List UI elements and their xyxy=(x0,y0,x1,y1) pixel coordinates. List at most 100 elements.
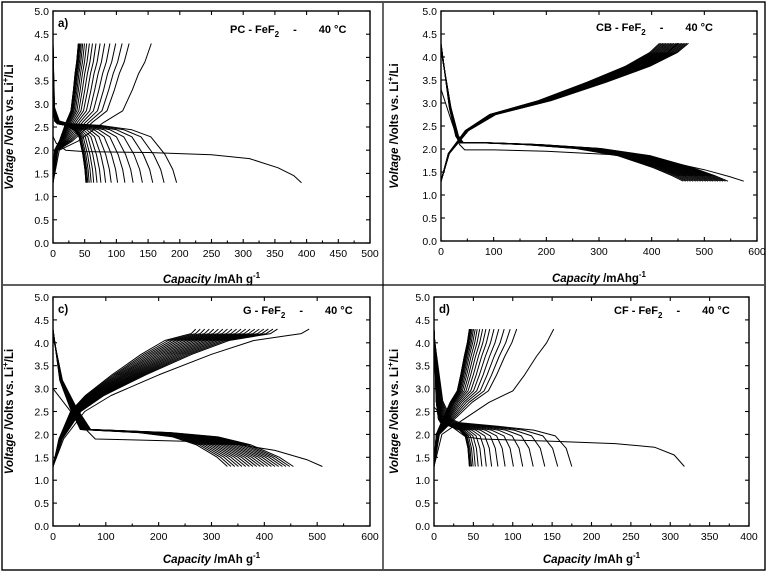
x-tick-label: 100 xyxy=(108,248,126,260)
panels: 0 50 100 150 200 250 300 350 400 450 5000.00.51.01… xyxy=(1,6,766,566)
chart-panel-4: 0 50 100 150 200 250 300 350 400 0.0 0.5 1.0 1.5 2.0 2… xyxy=(386,292,758,566)
x-tick-label: 250 xyxy=(203,248,221,260)
x-axis-title-italic: Capacity xyxy=(543,554,592,566)
panel-title-separator: - xyxy=(660,22,664,34)
y-axis-title: Voltage /Volts vs. Li+/Li xyxy=(386,63,401,188)
panel-label: d) xyxy=(439,304,450,316)
y-tick-label: 2.5 xyxy=(415,407,430,419)
y-axis-title-unit: /Volts vs. Li xyxy=(4,82,16,148)
y-tick-label: 1.0 xyxy=(422,190,437,202)
curve-charge xyxy=(434,328,511,467)
y-tick-label: 4.5 xyxy=(34,315,49,327)
panel-label: c) xyxy=(58,304,68,316)
panel-title-temperature: 40 °C xyxy=(319,24,347,36)
y-tick-label: 0.5 xyxy=(34,215,49,227)
panel-title-material: PC - FeF xyxy=(230,24,275,36)
y-tick-label: 3.0 xyxy=(34,99,49,111)
panel-title-material: G - FeF xyxy=(243,305,281,317)
y-tick-label: 5.0 xyxy=(34,6,49,18)
curve-charge xyxy=(434,328,500,467)
curves-group xyxy=(53,43,302,184)
y-axis-title-unit: /Volts vs. Li xyxy=(389,367,401,433)
y-axis-title: Voltage /Volts vs. Li+/Li xyxy=(386,349,401,474)
curve-charge xyxy=(53,328,197,467)
y-tick-label: 3.5 xyxy=(422,75,437,87)
y-axis-title-superscript: + xyxy=(386,76,395,81)
x-tick-label: 150 xyxy=(139,248,157,260)
chart-panel-2: 0 100 200 300 400 500 600 0.0 0.5 1.0 1.5 2.0 2.5 3.0… xyxy=(386,6,766,285)
panel-title-separator: - xyxy=(299,305,303,317)
x-axis-title-italic: Capacity xyxy=(163,554,212,566)
x-axis-title-unit: /mAh g xyxy=(211,554,253,566)
panel-title: CF - FeF2 - 40 °C xyxy=(614,305,730,320)
panel-title: CB - FeF2 - 40 °C xyxy=(596,22,713,37)
y-axis-title-italic: Voltage xyxy=(4,148,16,190)
y-tick-label: 0.5 xyxy=(34,498,49,510)
curve-charge xyxy=(434,329,470,467)
x-tick-label: 250 xyxy=(622,531,640,543)
y-tick-label: 3.0 xyxy=(415,384,430,396)
y-tick-label: 5.0 xyxy=(34,292,49,304)
x-axis-title-italic: Capacity xyxy=(163,274,212,286)
x-tick-label: 0 xyxy=(50,531,56,543)
y-tick-label: 1.0 xyxy=(415,475,430,487)
curve-charge xyxy=(441,42,660,182)
x-axis-title-italic: Capacity xyxy=(552,273,601,285)
y-tick-label: 2.5 xyxy=(34,122,49,134)
x-tick-label: 500 xyxy=(308,531,326,543)
panel-title-temperature: 40 °C xyxy=(702,305,730,317)
curves-group xyxy=(441,42,744,182)
curves-group xyxy=(53,328,323,467)
x-axis-title-superscript: -1 xyxy=(633,551,641,560)
panel-title-subscript: 2 xyxy=(275,30,280,39)
y-axis-title-italic: Voltage xyxy=(389,433,401,475)
curve-discharge xyxy=(434,332,524,467)
y-tick-label: 1.5 xyxy=(34,168,49,180)
curve-discharge xyxy=(53,329,228,467)
panel-label: a) xyxy=(58,18,68,30)
y-tick-label: 2.5 xyxy=(422,121,437,133)
y-axis-title-italic: Voltage xyxy=(4,433,16,475)
curve-charge xyxy=(434,328,505,467)
x-tick-label: 300 xyxy=(203,531,221,543)
y-tick-label: 0.0 xyxy=(415,521,430,533)
y-tick-label: 4.0 xyxy=(415,338,430,350)
x-tick-label: 400 xyxy=(298,248,316,260)
y-axis-title-tail: /Li xyxy=(389,63,401,76)
y-axis-title-unit: /Volts vs. Li xyxy=(389,81,401,147)
y-axis-title-superscript: + xyxy=(1,362,10,367)
x-tick-label: 200 xyxy=(583,531,601,543)
y-tick-label: 4.0 xyxy=(34,338,49,350)
x-tick-label: 0 xyxy=(431,531,437,543)
y-tick-label: 2.0 xyxy=(422,144,437,156)
y-tick-label: 5.0 xyxy=(422,6,437,18)
y-tick-label: 1.5 xyxy=(415,452,430,464)
y-tick-label: 2.5 xyxy=(34,407,49,419)
curve-first-discharge xyxy=(434,406,685,467)
y-tick-label: 4.5 xyxy=(415,315,430,327)
curve-discharge xyxy=(434,331,506,467)
x-tick-label: 100 xyxy=(97,531,115,543)
x-tick-label: 500 xyxy=(361,248,379,260)
curve-discharge xyxy=(434,334,559,467)
x-axis-title: Capacity /mAh g-1 xyxy=(163,551,261,566)
curve-discharge xyxy=(434,331,514,467)
curve-charge xyxy=(53,43,79,183)
x-tick-label: 150 xyxy=(543,531,561,543)
x-tick-label: 300 xyxy=(661,531,679,543)
y-axis-title-superscript: + xyxy=(386,362,395,367)
x-tick-label: 600 xyxy=(748,246,766,258)
curve-discharge xyxy=(434,334,546,467)
x-tick-label: 0 xyxy=(438,246,444,258)
x-tick-label: 400 xyxy=(256,531,274,543)
y-tick-label: 5.0 xyxy=(415,292,430,304)
x-axis-title-unit: /mAh g xyxy=(211,274,253,286)
panel-title-subscript: 2 xyxy=(658,311,663,320)
y-tick-label: 3.5 xyxy=(34,76,49,88)
y-tick-label: 3.0 xyxy=(422,98,437,110)
x-tick-label: 50 xyxy=(79,248,91,260)
y-axis-title: Voltage /Volts vs. Li+/Li xyxy=(1,64,16,189)
x-tick-label: 200 xyxy=(150,531,168,543)
panel-title-material: CF - FeF xyxy=(614,305,658,317)
